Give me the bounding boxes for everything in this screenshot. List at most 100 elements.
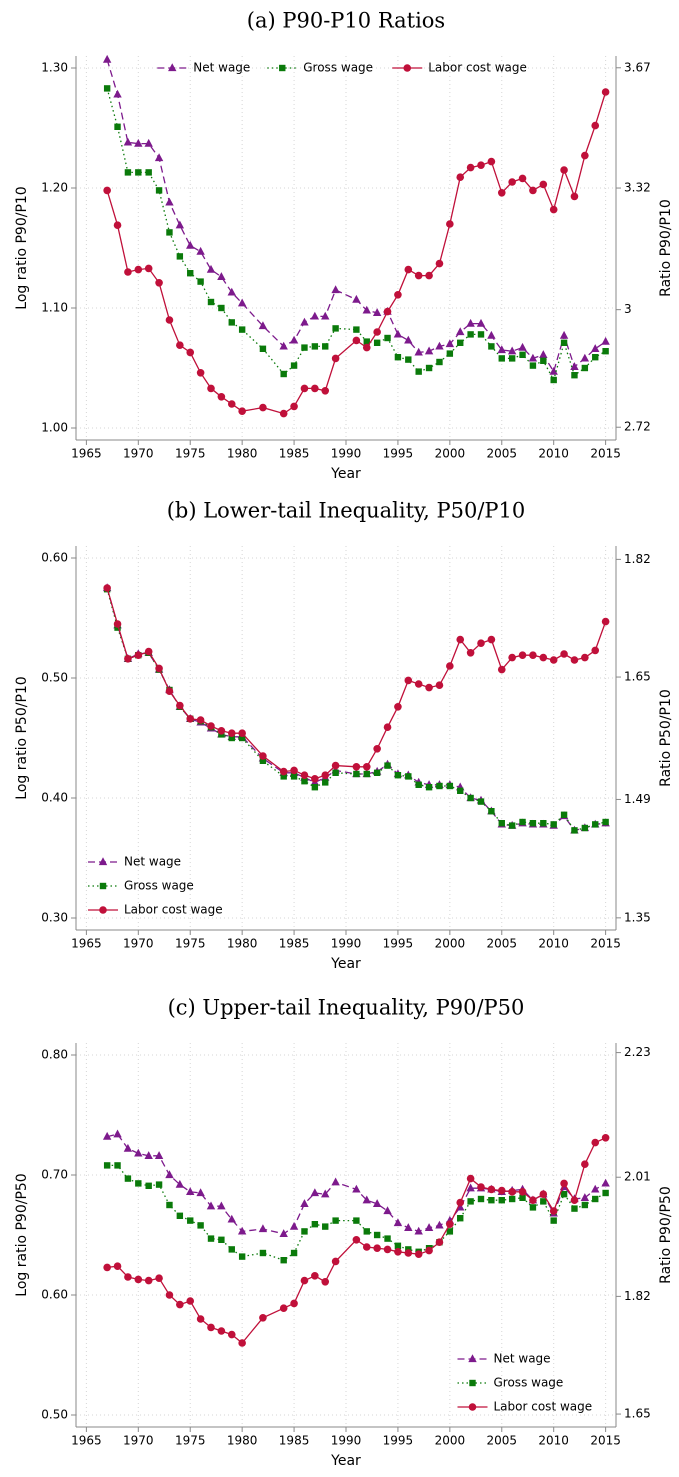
y-tick-label: 0.70 (41, 1168, 68, 1182)
marker (580, 1193, 590, 1201)
marker (581, 364, 589, 372)
y2-tick-label: 2.23 (624, 1045, 651, 1059)
marker (415, 368, 422, 375)
panel: (b) Lower-tail Inequality, P50/P10 0.30 0.… (14, 499, 674, 973)
marker (507, 346, 517, 355)
x-tick-label: 1990 (331, 1434, 362, 1448)
marker (477, 1183, 485, 1191)
marker (300, 1199, 309, 1207)
marker (196, 1188, 205, 1197)
marker (372, 308, 382, 316)
marker (134, 651, 143, 659)
panel: (a) P90-P10 Ratios 1.00 1.10 1.20 1.30 1965 19… (14, 9, 674, 483)
marker (394, 1248, 402, 1256)
marker (155, 1181, 163, 1188)
marker (550, 376, 557, 384)
marker (373, 745, 381, 753)
marker (549, 1207, 558, 1215)
marker (362, 1195, 371, 1204)
marker (497, 665, 506, 674)
marker (466, 649, 475, 657)
y2-tick-label: 1.65 (624, 670, 651, 684)
x-tick-label: 1965 (71, 447, 102, 461)
marker (414, 1250, 423, 1258)
marker (405, 356, 412, 363)
marker (280, 370, 287, 378)
marker (237, 1226, 247, 1235)
marker (394, 703, 402, 711)
marker (165, 687, 174, 695)
marker (154, 1151, 164, 1159)
marker (363, 1228, 370, 1235)
marker (446, 662, 454, 670)
marker (425, 1246, 433, 1255)
marker (290, 773, 298, 780)
marker (196, 716, 205, 724)
marker (311, 1221, 319, 1228)
marker (529, 820, 537, 827)
marker (497, 1186, 506, 1195)
marker (331, 1177, 340, 1186)
marker (539, 180, 548, 189)
marker (383, 723, 392, 731)
marker (446, 782, 454, 790)
marker (155, 1274, 163, 1282)
marker (476, 318, 486, 327)
marker (331, 761, 340, 770)
marker (165, 1170, 174, 1179)
y2-tick-label: 1.82 (624, 552, 651, 566)
marker (498, 355, 505, 362)
marker (477, 639, 485, 647)
marker (383, 307, 392, 316)
panel-title: (b) Lower-tail Inequality, P50/P10 (167, 499, 526, 523)
y-tick-label: 1.00 (41, 421, 68, 435)
marker (301, 778, 308, 785)
marker (322, 343, 329, 350)
marker (103, 186, 111, 195)
marker (186, 348, 195, 357)
marker (175, 1179, 185, 1188)
marker (570, 1196, 579, 1204)
legend-label: Labor cost wage (494, 1400, 593, 1414)
marker (457, 787, 464, 794)
marker (497, 189, 506, 197)
marker (186, 240, 195, 249)
y2-tick-label: 2.72 (624, 420, 651, 434)
marker (311, 343, 319, 350)
marker (456, 1198, 465, 1207)
marker (581, 1201, 589, 1209)
marker (135, 169, 142, 176)
marker (165, 316, 174, 324)
marker (217, 393, 226, 401)
marker (456, 173, 465, 181)
y2-tick-label: 1.49 (624, 792, 651, 806)
marker (394, 354, 402, 361)
marker (591, 1138, 600, 1147)
marker (187, 1217, 194, 1224)
panel: (c) Upper-tail Inequality, P90/P50 0.50 0.… (14, 996, 674, 1470)
marker (508, 1195, 516, 1203)
marker (539, 1190, 548, 1198)
marker (103, 1162, 111, 1169)
marker (446, 220, 454, 228)
x-tick-label: 1970 (123, 1434, 154, 1448)
x-tick-label: 2005 (486, 937, 517, 951)
marker (581, 824, 589, 832)
marker (570, 362, 579, 370)
marker (279, 1229, 288, 1237)
marker (488, 1197, 495, 1204)
marker (290, 1249, 298, 1257)
x-tick-label: 2000 (435, 447, 466, 461)
marker (165, 197, 174, 206)
marker (259, 752, 267, 760)
marker (322, 779, 329, 786)
series-line (106, 91, 607, 415)
x-tick-label: 1965 (71, 937, 102, 951)
marker (435, 1238, 444, 1246)
panel-title: (a) P90-P10 Ratios (247, 9, 445, 33)
marker (560, 1191, 568, 1198)
y-tick-label: 1.10 (41, 301, 68, 315)
marker (124, 655, 132, 663)
marker (186, 1297, 195, 1305)
